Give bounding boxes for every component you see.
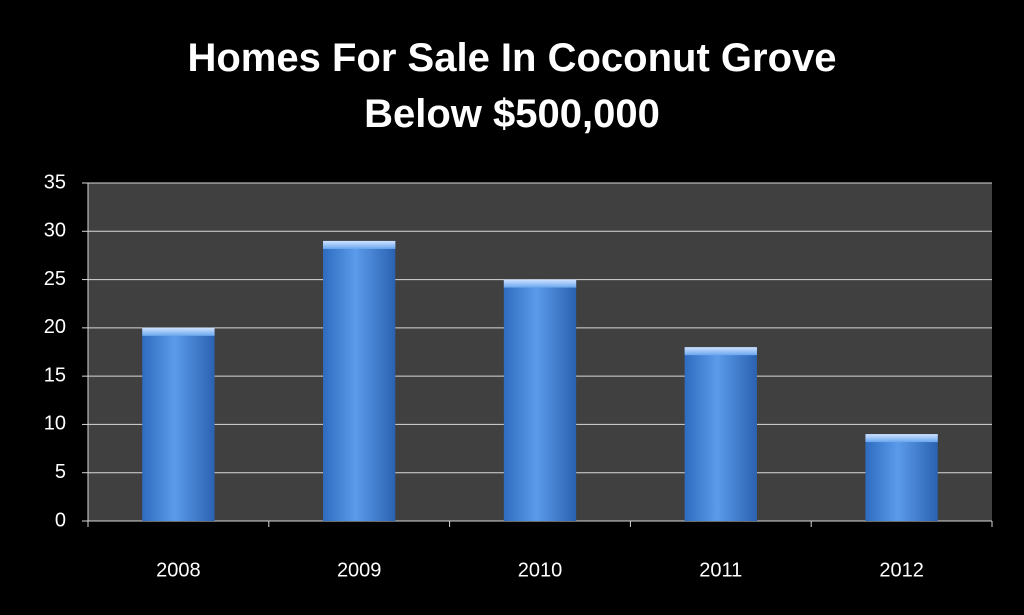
- y-tick-label: 20: [44, 316, 66, 338]
- bar-group: [684, 347, 757, 521]
- bar: [323, 240, 396, 521]
- bar: [684, 347, 757, 521]
- y-tick-label: 30: [44, 220, 66, 242]
- y-tick-label: 35: [44, 171, 66, 193]
- bar-cap: [323, 240, 396, 249]
- bar-group: [323, 240, 396, 521]
- bar-cap: [142, 327, 215, 336]
- bar-group: [503, 279, 577, 521]
- bar: [865, 434, 938, 521]
- bar-group: [142, 327, 215, 521]
- bar: [503, 279, 577, 521]
- bar: [142, 327, 215, 521]
- y-tick-label: 25: [44, 268, 66, 290]
- y-tick-label: 5: [55, 461, 66, 483]
- y-tick-label: 15: [44, 364, 66, 386]
- y-tick-label: 10: [44, 413, 66, 435]
- x-tick-label: 2012: [879, 559, 924, 581]
- chart-title: Homes For Sale In Coconut Grove Below $5…: [187, 36, 837, 136]
- bar-cap: [684, 347, 757, 356]
- bar-cap: [865, 434, 938, 443]
- x-tick-label: 2010: [518, 559, 563, 581]
- x-tick-label: 2008: [156, 559, 201, 581]
- x-tick-label: 2009: [337, 559, 382, 581]
- y-tick-label: 0: [55, 509, 66, 531]
- x-tick-label: 2011: [699, 559, 742, 581]
- bar-group: [865, 434, 938, 521]
- bar-cap: [503, 279, 577, 288]
